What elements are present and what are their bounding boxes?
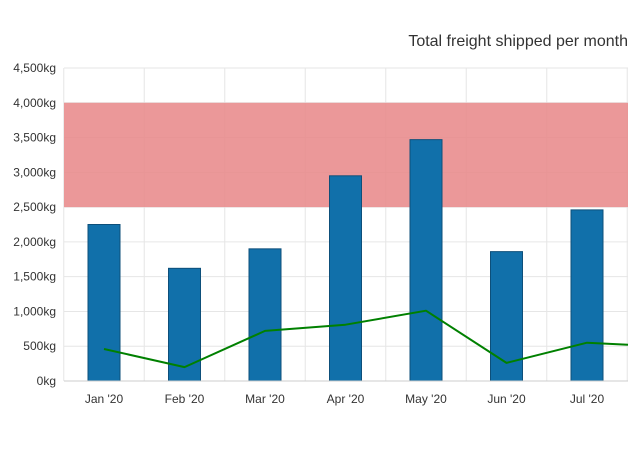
y-tick-label: 2,000kg bbox=[13, 235, 56, 249]
chart-title: Total freight shipped per month bbox=[408, 33, 628, 50]
y-tick-label: 3,500kg bbox=[13, 131, 56, 145]
bar[interactable] bbox=[87, 224, 121, 382]
bar[interactable] bbox=[248, 248, 282, 382]
x-tick-label: Jan '20 bbox=[85, 392, 124, 406]
bar[interactable] bbox=[570, 209, 604, 382]
bar[interactable] bbox=[329, 175, 362, 382]
y-tick-label: 1,000kg bbox=[13, 304, 56, 318]
y-tick-label: 500kg bbox=[23, 339, 56, 353]
x-tick-label: Jul '20 bbox=[570, 392, 605, 406]
y-tick-label: 4,000kg bbox=[13, 96, 56, 110]
y-tick-label: 1,500kg bbox=[13, 270, 56, 284]
line-series bbox=[103, 309, 629, 369]
x-tick-label: Jun '20 bbox=[487, 392, 526, 406]
line-series-path[interactable] bbox=[103, 309, 629, 369]
x-tick-label: Mar '20 bbox=[245, 392, 285, 406]
y-tick-label: 4,500kg bbox=[13, 61, 56, 75]
y-tick-label: 3,000kg bbox=[13, 165, 56, 179]
y-tick-label: 2,500kg bbox=[13, 200, 56, 214]
x-tick-label: May '20 bbox=[405, 392, 447, 406]
x-tick-label: Apr '20 bbox=[327, 392, 365, 406]
y-axis-tick-labels: 0kg 500kg 1,000kg 1,500kg 2,000kg 2,500kg 3,00… bbox=[13, 61, 56, 388]
x-axis-tick-labels: Jan '20 Feb '20 Mar '20 Apr '20 May '20 Jun '… bbox=[85, 392, 605, 406]
bar[interactable] bbox=[409, 139, 443, 382]
y-tick-label: 0kg bbox=[37, 374, 56, 388]
x-tick-label: Feb '20 bbox=[165, 392, 205, 406]
bar[interactable] bbox=[490, 251, 523, 382]
bar-series bbox=[87, 139, 604, 382]
